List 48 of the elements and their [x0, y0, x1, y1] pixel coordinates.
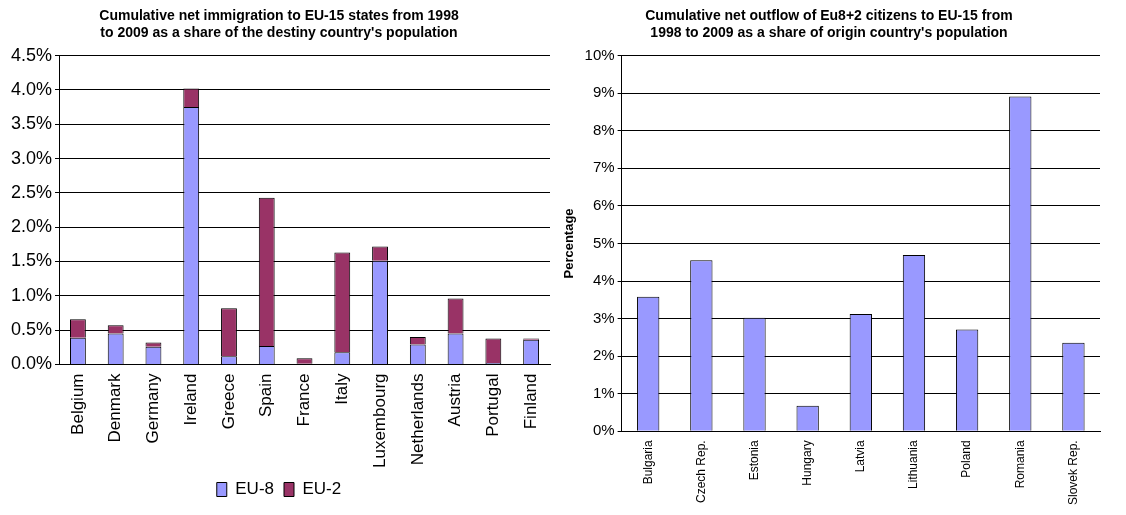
x-tick-label: Czech Rep. — [693, 440, 708, 503]
y-tick-label: 6% — [592, 196, 615, 214]
x-tick-label: Bulgaria — [640, 439, 655, 485]
y-tick-label: 8% — [592, 120, 615, 138]
x-tick-label: Greece — [218, 373, 238, 430]
y-tick-label: 1.5% — [11, 250, 53, 271]
legend-label: EU-8 — [235, 479, 274, 499]
x-tick-label: Latvia — [853, 439, 868, 473]
x-tick-label: Austria — [445, 372, 465, 427]
x-tick-label: Finland — [520, 373, 540, 430]
x-tick-label: Denmark — [105, 373, 125, 443]
y-tick-label: 10% — [584, 45, 615, 63]
y-tick-label: 0% — [592, 421, 615, 439]
x-tick-label: Belgium — [67, 373, 87, 435]
y-tick-label: 5% — [592, 233, 615, 251]
y-tick-label: 1.0% — [11, 284, 53, 305]
chart-title: Cumulative net immigration to EU-15 states from 1998 to 2009 as a share of the destiny country's population — [99, 7, 459, 41]
y-tick-label: 1% — [592, 383, 615, 401]
y-tick-label: 2.0% — [11, 216, 53, 237]
x-tick-label: Ireland — [180, 373, 200, 426]
y-axis-title: Percentage — [561, 208, 577, 279]
x-tick-label: Portugal — [483, 373, 503, 437]
x-tick-label: Slovek Rep. — [1065, 440, 1080, 505]
x-tick-label: France — [294, 373, 314, 427]
y-tick-label: 4% — [592, 271, 615, 289]
y-tick-label: 3% — [592, 308, 615, 326]
y-tick-label: 4.0% — [11, 78, 53, 99]
x-tick-label: Romania — [1012, 439, 1027, 489]
y-tick-label: 3.0% — [11, 147, 53, 168]
x-tick-label: Spain — [256, 373, 276, 417]
legend-label: EU-2 — [302, 479, 342, 499]
y-tick-label: 7% — [592, 158, 615, 176]
y-tick-label: 3.5% — [11, 113, 53, 134]
y-tick-label: 9% — [592, 83, 615, 101]
x-tick-label: Poland — [959, 440, 974, 478]
x-tick-label: Germany — [143, 373, 163, 444]
y-tick-label: 4.5% — [11, 44, 53, 65]
x-tick-label: Lithuania — [906, 439, 921, 490]
x-tick-label: Estonia — [746, 439, 761, 481]
y-tick-label: 2.5% — [11, 181, 53, 202]
x-tick-label: Netherlands — [407, 373, 427, 466]
y-tick-label: 0.0% — [11, 353, 53, 374]
y-tick-label: 0.5% — [11, 319, 53, 340]
y-tick-label: 2% — [592, 346, 615, 364]
x-tick-label: Hungary — [799, 440, 814, 486]
x-tick-label: Luxembourg — [369, 373, 389, 469]
x-tick-label: Italy — [331, 373, 351, 405]
chart-title: Cumulative net outflow of Eu8+2 citizens to EU-15 from 1998 to 2009 as a share of origin country's population — [645, 7, 1013, 41]
